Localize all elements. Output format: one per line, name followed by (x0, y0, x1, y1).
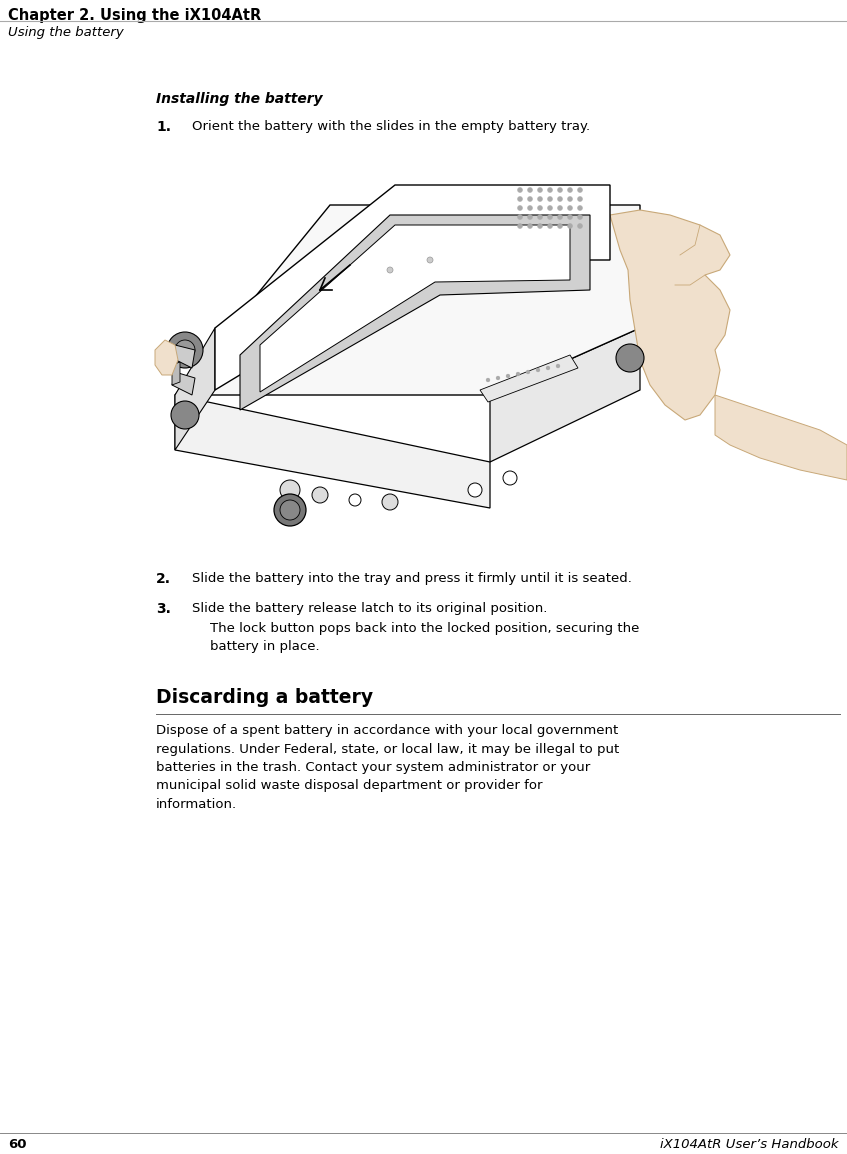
Text: Installing the battery: Installing the battery (156, 92, 323, 106)
Circle shape (567, 224, 573, 228)
Circle shape (518, 224, 523, 228)
Polygon shape (215, 185, 610, 390)
Circle shape (506, 374, 510, 379)
Circle shape (538, 196, 542, 202)
Polygon shape (175, 395, 490, 508)
Circle shape (538, 205, 542, 210)
Text: Using the battery: Using the battery (8, 27, 124, 39)
Circle shape (496, 376, 500, 380)
Circle shape (567, 187, 573, 193)
Circle shape (557, 224, 562, 228)
Polygon shape (172, 372, 195, 395)
Polygon shape (610, 210, 730, 420)
Polygon shape (260, 225, 570, 392)
Circle shape (616, 344, 644, 372)
Text: Slide the battery release latch to its original position.: Slide the battery release latch to its o… (192, 602, 547, 615)
Circle shape (557, 205, 562, 210)
Circle shape (518, 187, 523, 193)
Circle shape (528, 224, 533, 228)
Text: Discarding a battery: Discarding a battery (156, 688, 374, 707)
Text: Dispose of a spent battery in accordance with your local government
regulations.: Dispose of a spent battery in accordance… (156, 724, 619, 811)
Circle shape (175, 340, 195, 360)
Circle shape (536, 368, 540, 372)
Circle shape (528, 205, 533, 210)
Circle shape (556, 364, 560, 368)
Polygon shape (175, 328, 215, 450)
Text: iX104AtR User’s Handbook: iX104AtR User’s Handbook (661, 1138, 839, 1151)
Polygon shape (240, 215, 590, 410)
Polygon shape (715, 395, 847, 480)
Circle shape (546, 366, 550, 370)
Circle shape (528, 215, 533, 219)
Circle shape (516, 372, 520, 376)
Circle shape (547, 215, 552, 219)
Polygon shape (172, 362, 180, 385)
Circle shape (518, 196, 523, 202)
Polygon shape (175, 205, 640, 395)
Circle shape (280, 480, 300, 500)
Circle shape (171, 400, 199, 429)
Text: Slide the battery into the tray and press it firmly until it is seated.: Slide the battery into the tray and pres… (192, 572, 632, 585)
Text: Orient the battery with the slides in the empty battery tray.: Orient the battery with the slides in th… (192, 120, 590, 133)
Circle shape (503, 471, 517, 485)
Text: Chapter 2. Using the iX104AtR: Chapter 2. Using the iX104AtR (8, 8, 261, 23)
Circle shape (567, 205, 573, 210)
Circle shape (468, 484, 482, 497)
Bar (148, 148, 708, 508)
Circle shape (528, 196, 533, 202)
Polygon shape (480, 355, 578, 402)
Circle shape (387, 267, 393, 273)
Circle shape (547, 224, 552, 228)
Circle shape (349, 494, 361, 505)
Polygon shape (490, 328, 640, 462)
Circle shape (557, 215, 562, 219)
Circle shape (538, 187, 542, 193)
Circle shape (578, 196, 583, 202)
Circle shape (526, 370, 530, 374)
Circle shape (547, 196, 552, 202)
Circle shape (518, 215, 523, 219)
Text: 2.: 2. (156, 572, 171, 586)
Circle shape (567, 215, 573, 219)
Circle shape (547, 187, 552, 193)
Circle shape (382, 494, 398, 510)
Circle shape (578, 215, 583, 219)
Circle shape (578, 187, 583, 193)
Circle shape (557, 196, 562, 202)
Text: 3.: 3. (156, 602, 171, 616)
Circle shape (528, 187, 533, 193)
Circle shape (538, 215, 542, 219)
Circle shape (167, 332, 203, 368)
Circle shape (486, 379, 490, 382)
Text: 1.: 1. (156, 120, 171, 134)
Polygon shape (155, 340, 178, 375)
Circle shape (567, 196, 573, 202)
Circle shape (547, 205, 552, 210)
Circle shape (557, 187, 562, 193)
Circle shape (280, 500, 300, 520)
Circle shape (518, 205, 523, 210)
Circle shape (578, 205, 583, 210)
Circle shape (312, 487, 328, 503)
Text: The lock button pops back into the locked position, securing the
battery in plac: The lock button pops back into the locke… (210, 622, 639, 653)
Circle shape (274, 494, 306, 526)
Text: 60: 60 (8, 1138, 26, 1151)
Circle shape (578, 224, 583, 228)
Circle shape (427, 257, 433, 263)
Polygon shape (172, 345, 195, 368)
Circle shape (538, 224, 542, 228)
